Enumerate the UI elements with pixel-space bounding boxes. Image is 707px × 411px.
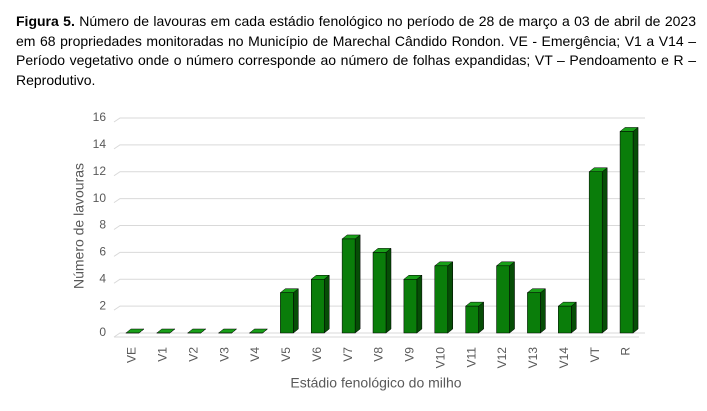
grid-line	[113, 144, 645, 150]
bar-side	[385, 247, 392, 334]
x-tick-label: V2	[186, 347, 200, 362]
grid-line	[113, 198, 645, 204]
bar-top	[125, 328, 145, 334]
grid-line	[113, 171, 645, 177]
x-tick-label: V7	[341, 347, 355, 362]
x-tick-label: V5	[279, 347, 293, 362]
bar-top	[248, 328, 269, 334]
bar-side	[293, 288, 299, 334]
figure-label: Figura 5.	[16, 13, 75, 29]
caption-text: Número de lavouras em cada estádio fenol…	[16, 13, 696, 88]
bar-top	[156, 328, 176, 334]
x-tick-label: VT	[588, 346, 602, 362]
y-tick-label: 2	[99, 298, 106, 312]
bar-side	[571, 301, 577, 334]
bar	[310, 279, 325, 334]
x-tick-label: V9	[403, 347, 417, 362]
bar	[280, 292, 294, 334]
y-tick-label: 8	[99, 218, 106, 232]
bar-side	[354, 234, 361, 334]
grid-line	[113, 251, 645, 257]
grid-line	[113, 117, 645, 123]
bar	[496, 265, 510, 334]
bar-side	[632, 126, 639, 334]
x-tick-label: V3	[217, 347, 231, 362]
y-tick-label: 0	[99, 325, 106, 339]
bar	[403, 279, 418, 334]
x-tick-label: V12	[495, 347, 509, 369]
x-tick-label: V8	[372, 347, 386, 362]
bar-side	[416, 274, 423, 334]
bar-side	[601, 167, 608, 334]
grid-line	[113, 278, 645, 284]
x-tick-label: V6	[310, 347, 324, 362]
x-tick-label: V10	[433, 347, 447, 369]
y-tick-label: 4	[99, 271, 106, 285]
x-tick-label: V11	[464, 347, 478, 368]
bar-side	[509, 261, 515, 334]
bar-top	[186, 328, 207, 334]
bar	[372, 252, 387, 334]
bar-top	[217, 328, 238, 334]
bar	[465, 305, 479, 334]
x-tick-label: V1	[155, 347, 169, 362]
bar-side	[323, 274, 330, 334]
y-tick-label: 12	[93, 164, 107, 178]
x-tick-label: V4	[248, 347, 262, 362]
bar	[588, 171, 603, 334]
caption: Figura 5. Número de lavouras em cada est…	[16, 12, 696, 90]
bar	[341, 238, 356, 334]
bar-side	[447, 261, 454, 334]
bar	[619, 131, 634, 334]
bar-side	[540, 288, 546, 334]
x-axis-label: Estádio fenológico do milho	[290, 375, 461, 391]
bar	[527, 292, 541, 334]
bar-side	[478, 301, 484, 334]
y-tick-label: 10	[93, 191, 107, 205]
bar	[558, 305, 572, 334]
y-tick-label: 16	[93, 110, 107, 124]
x-tick-label: V14	[557, 347, 571, 369]
x-tick-label: V13	[526, 347, 540, 369]
x-tick-label: VE	[125, 347, 139, 363]
grid-line	[113, 225, 645, 230]
bar	[434, 265, 449, 334]
y-tick-label: 14	[93, 137, 107, 151]
y-axis-label: Número de lavouras	[71, 163, 87, 289]
grid-line	[113, 332, 645, 338]
y-tick-label: 6	[99, 245, 106, 259]
x-tick-label: R	[619, 347, 633, 356]
